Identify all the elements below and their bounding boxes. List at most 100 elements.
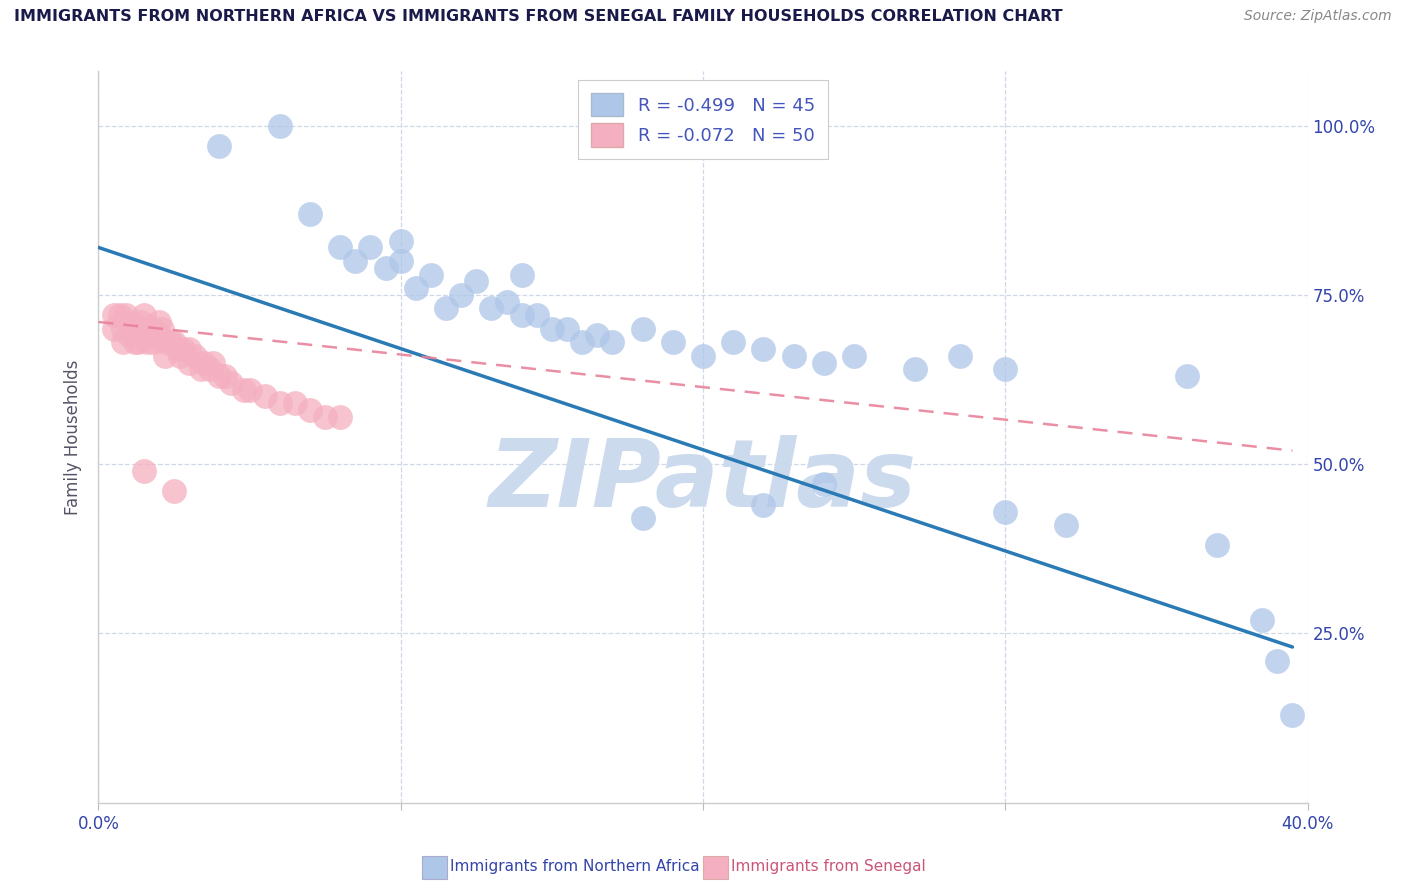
- Point: [1267, 654, 1289, 668]
- Point: [202, 355, 225, 369]
- Point: [179, 342, 201, 356]
- Point: [127, 322, 149, 336]
- Point: [555, 322, 578, 336]
- Point: [510, 308, 533, 322]
- Text: IMMIGRANTS FROM NORTHERN AFRICA VS IMMIGRANTS FROM SENEGAL FAMILY HOUSEHOLDS COR: IMMIGRANTS FROM NORTHERN AFRICA VS IMMIG…: [14, 9, 1063, 24]
- Point: [127, 335, 149, 350]
- Text: Immigrants from Northern Africa: Immigrants from Northern Africa: [450, 859, 700, 874]
- Point: [465, 274, 488, 288]
- Point: [344, 254, 367, 268]
- Point: [299, 403, 322, 417]
- Point: [129, 315, 152, 329]
- Point: [214, 369, 236, 384]
- Point: [269, 119, 291, 133]
- Point: [994, 362, 1017, 376]
- Point: [631, 322, 654, 336]
- Point: [904, 362, 927, 376]
- Point: [813, 355, 835, 369]
- Point: [481, 301, 503, 316]
- Point: [1175, 369, 1198, 384]
- Point: [103, 322, 125, 336]
- Point: [118, 315, 141, 329]
- Point: [184, 349, 207, 363]
- Point: [813, 477, 835, 491]
- Point: [540, 322, 562, 336]
- Point: [208, 139, 231, 153]
- Point: [124, 335, 146, 350]
- Point: [752, 342, 775, 356]
- Point: [360, 240, 382, 254]
- Point: [232, 383, 254, 397]
- Point: [389, 254, 412, 268]
- Point: [148, 315, 170, 329]
- Text: Source: ZipAtlas.com: Source: ZipAtlas.com: [1244, 9, 1392, 23]
- Point: [153, 349, 176, 363]
- Point: [103, 308, 125, 322]
- Text: Immigrants from Senegal: Immigrants from Senegal: [731, 859, 927, 874]
- Point: [329, 240, 352, 254]
- Point: [844, 349, 866, 363]
- Point: [190, 362, 212, 376]
- Point: [662, 335, 685, 350]
- Point: [405, 281, 427, 295]
- Point: [169, 349, 191, 363]
- Point: [132, 464, 155, 478]
- Text: ZIPatlas: ZIPatlas: [489, 435, 917, 527]
- Point: [163, 335, 186, 350]
- Point: [148, 328, 170, 343]
- Point: [145, 328, 167, 343]
- Point: [142, 335, 165, 350]
- Point: [389, 234, 412, 248]
- Point: [132, 308, 155, 322]
- Point: [783, 349, 806, 363]
- Point: [1251, 613, 1274, 627]
- Point: [139, 328, 162, 343]
- Point: [200, 362, 222, 376]
- Point: [1054, 518, 1077, 533]
- Point: [253, 389, 276, 403]
- Point: [314, 409, 336, 424]
- Point: [284, 396, 307, 410]
- Point: [631, 511, 654, 525]
- Point: [374, 260, 396, 275]
- Point: [1281, 707, 1303, 722]
- Point: [586, 328, 609, 343]
- Point: [602, 335, 624, 350]
- Point: [150, 322, 173, 336]
- Point: [121, 322, 143, 336]
- Point: [450, 288, 472, 302]
- Point: [118, 328, 141, 343]
- Legend: R = -0.499   N = 45, R = -0.072   N = 50: R = -0.499 N = 45, R = -0.072 N = 50: [578, 80, 828, 160]
- Point: [114, 308, 136, 322]
- Point: [166, 342, 188, 356]
- Point: [221, 376, 243, 390]
- Point: [172, 342, 194, 356]
- Point: [752, 498, 775, 512]
- Point: [420, 268, 443, 282]
- Point: [108, 308, 131, 322]
- Point: [160, 335, 183, 350]
- Point: [949, 349, 972, 363]
- Point: [1206, 538, 1229, 552]
- Point: [132, 322, 155, 336]
- Point: [111, 322, 134, 336]
- Point: [239, 383, 262, 397]
- Point: [723, 335, 745, 350]
- Point: [142, 322, 165, 336]
- Point: [179, 355, 201, 369]
- Y-axis label: Family Households: Family Households: [65, 359, 83, 515]
- Point: [434, 301, 457, 316]
- Point: [526, 308, 548, 322]
- Point: [163, 484, 186, 499]
- Point: [193, 355, 215, 369]
- Point: [269, 396, 291, 410]
- Point: [208, 369, 231, 384]
- Point: [299, 206, 322, 220]
- Point: [329, 409, 352, 424]
- Point: [510, 268, 533, 282]
- Point: [495, 294, 517, 309]
- Point: [153, 335, 176, 350]
- Point: [571, 335, 593, 350]
- Point: [692, 349, 714, 363]
- Point: [135, 335, 157, 350]
